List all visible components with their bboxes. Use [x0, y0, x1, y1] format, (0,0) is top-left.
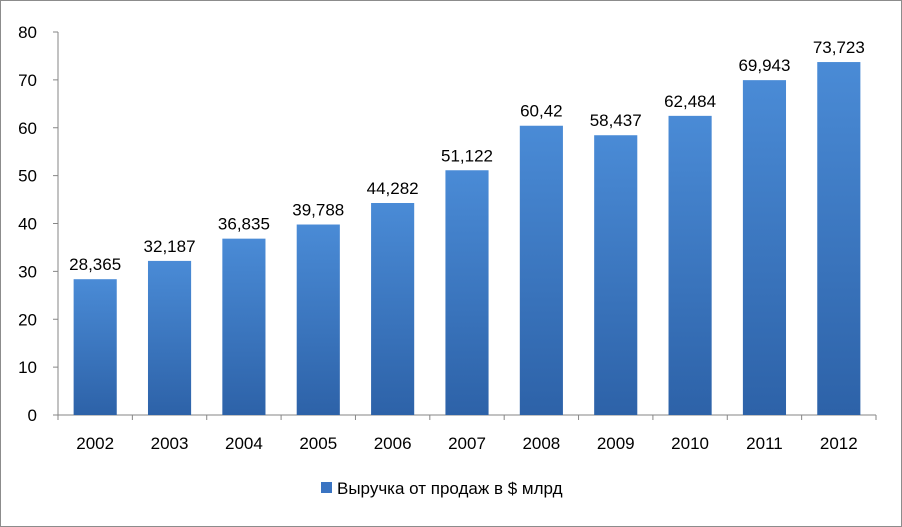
y-tick-label: 30	[18, 262, 37, 281]
data-label: 39,788	[292, 201, 344, 220]
bar	[371, 202, 415, 415]
bar	[222, 238, 266, 415]
y-tick-label: 60	[18, 119, 37, 138]
x-tick-label: 2005	[299, 434, 337, 453]
data-label: 28,365	[69, 255, 121, 274]
data-label: 62,484	[664, 92, 716, 111]
x-axis: 2002 2003 2004 2005 2006 2007 2008 2009 2010 2011…	[57, 414, 877, 453]
data-label: 58,437	[590, 111, 642, 130]
data-label: 69,943	[738, 56, 790, 75]
y-tick-label: 0	[28, 406, 37, 425]
bar	[519, 125, 563, 415]
x-tick-label: 2006	[374, 434, 412, 453]
x-tick-label: 2011	[746, 434, 783, 453]
y-tick-label: 50	[18, 167, 37, 186]
bar	[594, 135, 638, 416]
data-label: 60,42	[520, 102, 563, 121]
bar	[742, 80, 787, 415]
y-tick-label: 40	[18, 215, 37, 234]
bar	[668, 115, 712, 415]
x-tick-label: 2012	[820, 434, 858, 453]
x-tick-label: 2002	[76, 434, 114, 453]
y-tick-label: 20	[18, 310, 37, 329]
x-tick-label: 2004	[225, 434, 263, 453]
data-label: 73,723	[813, 38, 865, 57]
legend: Выручка от продаж в $ млрд	[321, 479, 563, 498]
data-label: 36,835	[218, 215, 270, 234]
x-tick-label: 2008	[522, 434, 560, 453]
data-label: 32,187	[144, 237, 196, 256]
legend-swatch	[321, 482, 332, 493]
bar	[73, 279, 117, 415]
bar	[445, 170, 489, 415]
legend-label: Выручка от продаж в $ млрд	[337, 479, 563, 498]
x-tick-label: 2010	[671, 434, 709, 453]
data-labels: 28,365 32,187 36,835 39,788 44,282 51,122 60,4…	[69, 38, 865, 274]
y-tick-label: 80	[18, 23, 37, 42]
bar	[147, 260, 192, 415]
x-tick-label: 2007	[448, 434, 486, 453]
bar	[296, 224, 340, 415]
y-tick-label: 70	[18, 71, 37, 90]
y-tick-label: 10	[18, 358, 37, 377]
bars	[73, 62, 861, 416]
bar	[817, 62, 861, 415]
x-tick-label: 2003	[151, 434, 189, 453]
y-axis: 0 10 20 30 40 50 60 70 80	[18, 23, 59, 425]
x-tick-label: 2009	[597, 434, 635, 453]
data-label: 51,122	[441, 146, 493, 165]
data-label: 44,282	[367, 179, 419, 198]
